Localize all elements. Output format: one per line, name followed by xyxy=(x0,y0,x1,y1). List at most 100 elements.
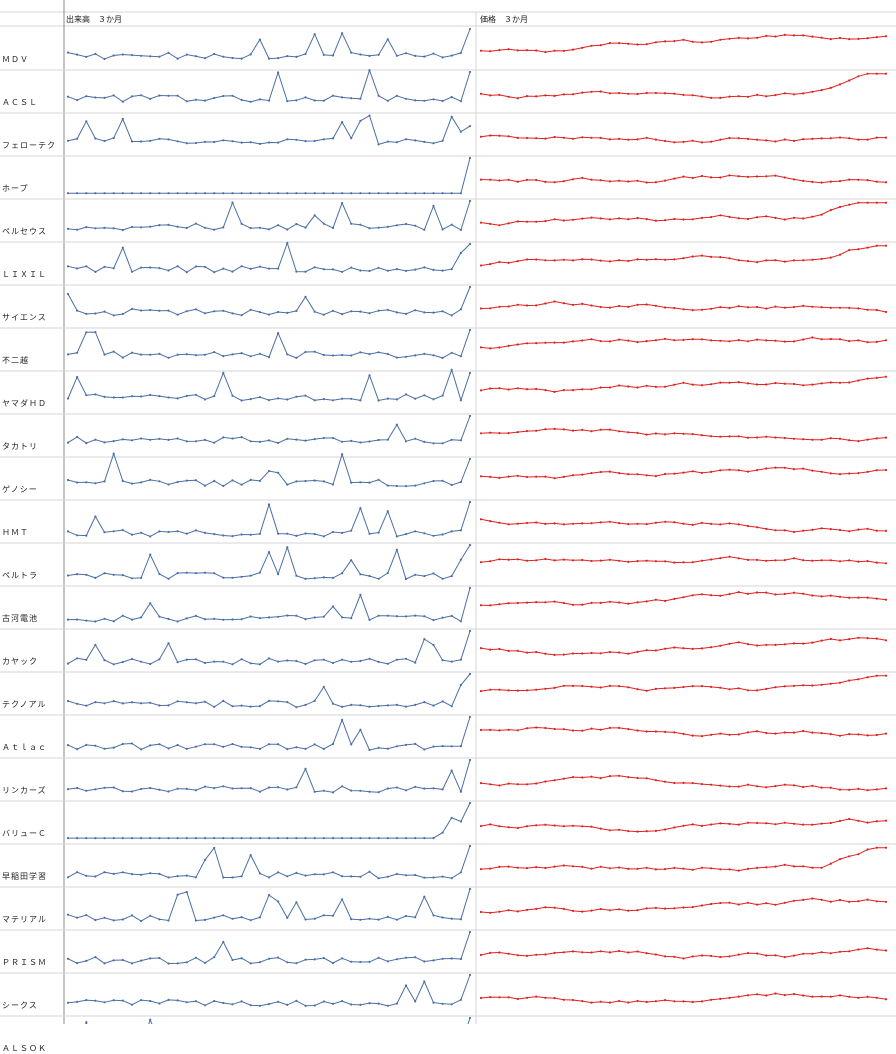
volume-point xyxy=(231,576,234,579)
price-point xyxy=(811,215,814,218)
price-point xyxy=(802,304,805,307)
price-point xyxy=(664,687,667,690)
volume-point xyxy=(176,530,179,533)
volume-point xyxy=(395,745,398,748)
price-point xyxy=(636,216,639,220)
volume-line xyxy=(67,501,471,538)
price-line xyxy=(480,947,887,960)
volume-point xyxy=(149,602,152,605)
price-point xyxy=(654,339,658,342)
price-point xyxy=(756,383,759,386)
price-point xyxy=(710,140,713,143)
volume-point xyxy=(231,394,234,397)
price-point xyxy=(654,1000,658,1003)
price-point xyxy=(691,685,694,688)
price-point xyxy=(774,174,777,177)
volume-point xyxy=(249,615,252,618)
price-point xyxy=(829,786,832,789)
volume-point xyxy=(459,480,462,484)
volume-point xyxy=(267,99,271,102)
price-point xyxy=(636,473,639,476)
volume-point xyxy=(359,659,362,663)
price-point xyxy=(884,998,888,1001)
price-point xyxy=(811,823,814,826)
price-point xyxy=(783,260,786,263)
price-point xyxy=(489,688,492,691)
price-point xyxy=(673,826,676,829)
price-sparkline-10 xyxy=(479,466,888,480)
price-point xyxy=(673,731,676,734)
volume-point xyxy=(277,332,280,335)
volume-point xyxy=(423,701,426,704)
volume-point xyxy=(103,480,106,483)
volume-point xyxy=(414,54,417,58)
volume-point xyxy=(213,395,216,398)
price-point xyxy=(848,306,851,309)
price-point xyxy=(710,435,713,438)
price-point xyxy=(737,641,740,644)
volume-sparkline-16 xyxy=(66,715,472,752)
volume-point xyxy=(423,311,426,314)
volume-point xyxy=(140,837,143,840)
volume-point xyxy=(203,858,207,862)
price-point xyxy=(756,952,759,955)
price-point xyxy=(746,217,750,221)
price-point xyxy=(489,823,492,826)
price-point xyxy=(581,136,584,139)
volume-point xyxy=(368,532,371,535)
price-point xyxy=(765,259,768,262)
volume-point xyxy=(359,789,362,792)
row-label: Ａｔｌａｃ xyxy=(2,743,47,752)
volume-point xyxy=(176,57,179,60)
volume-point xyxy=(414,956,417,959)
volume-point xyxy=(130,482,134,485)
volume-point xyxy=(322,313,325,316)
price-point xyxy=(710,96,713,99)
price-point xyxy=(774,381,777,385)
price-point xyxy=(746,821,750,824)
price-point xyxy=(562,219,565,222)
price-point xyxy=(608,138,612,141)
price-point xyxy=(636,431,639,434)
price-point xyxy=(618,866,621,869)
price-point xyxy=(627,560,630,564)
price-point xyxy=(802,559,805,562)
price-point xyxy=(719,176,722,179)
price-point xyxy=(535,995,538,998)
volume-point xyxy=(103,226,106,229)
volume-point xyxy=(121,312,124,316)
price-point xyxy=(820,898,823,901)
volume-point xyxy=(149,308,152,312)
volume-point xyxy=(185,271,188,274)
volume-point xyxy=(468,199,472,203)
price-point xyxy=(525,996,529,999)
volume-point xyxy=(203,57,207,60)
volume-point xyxy=(158,1002,161,1005)
price-point xyxy=(756,338,759,341)
volume-point xyxy=(450,705,453,708)
volume-point xyxy=(203,353,207,356)
volume-point xyxy=(121,356,124,359)
volume-point xyxy=(432,914,435,917)
price-point xyxy=(765,339,768,342)
price-point xyxy=(516,910,519,913)
price-point xyxy=(636,179,639,182)
price-point xyxy=(802,785,805,789)
volume-point xyxy=(295,395,298,398)
price-point xyxy=(664,520,667,523)
volume-point xyxy=(322,53,325,57)
price-point xyxy=(792,178,796,181)
price-point xyxy=(884,787,888,790)
price-point xyxy=(645,474,648,477)
volume-point xyxy=(103,572,106,575)
price-point xyxy=(525,783,529,786)
volume-point xyxy=(222,309,225,312)
price-point xyxy=(498,305,501,308)
price-point xyxy=(498,784,501,787)
volume-point xyxy=(450,660,453,663)
volume-point xyxy=(76,871,79,874)
price-point xyxy=(525,908,529,912)
volume-point xyxy=(240,352,243,355)
volume-point xyxy=(286,659,289,662)
volume-sparkline-11 xyxy=(66,500,472,538)
